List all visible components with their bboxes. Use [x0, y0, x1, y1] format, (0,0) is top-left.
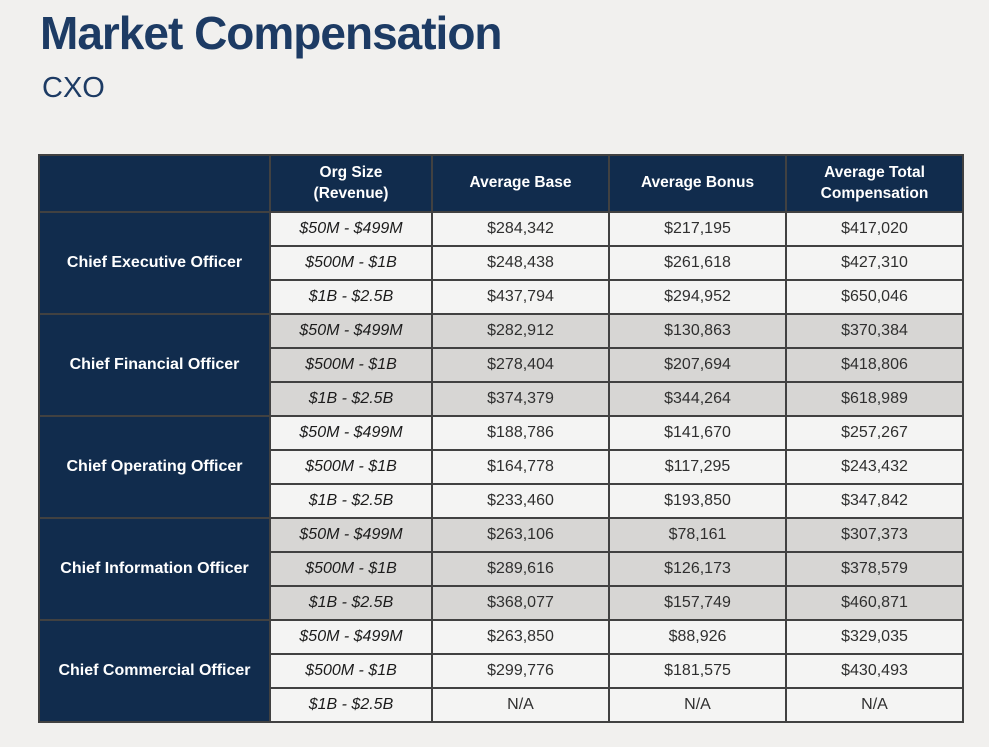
page-subtitle: CXO: [42, 72, 105, 104]
header-role-blank: [38, 154, 271, 213]
table-row: $500M - $1B $299,776 $181,575 $430,493: [39, 653, 964, 689]
avg-bonus-cell: $117,295: [608, 449, 787, 485]
org-size-cell: $500M - $1B: [269, 449, 433, 485]
table-row: $500M - $1B $278,404 $207,694 $418,806: [39, 347, 964, 383]
avg-bonus-cell: $207,694: [608, 347, 787, 383]
avg-base-cell: $263,106: [431, 517, 610, 553]
avg-bonus-cell: $126,173: [608, 551, 787, 587]
avg-total-cell: $618,989: [785, 381, 964, 417]
avg-bonus-cell: $130,863: [608, 313, 787, 349]
role-cell: Chief Financial Officer: [38, 313, 271, 417]
avg-bonus-cell: $157,749: [608, 585, 787, 621]
table-row: $1B - $2.5B $233,460 $193,850 $347,842: [39, 483, 964, 519]
role-cell: Chief Executive Officer: [38, 211, 271, 315]
table-row: $500M - $1B $164,778 $117,295 $243,432: [39, 449, 964, 485]
table-row: $1B - $2.5B N/A N/A N/A: [39, 687, 964, 723]
table-row: $1B - $2.5B $374,379 $344,264 $618,989: [39, 381, 964, 417]
org-size-cell: $500M - $1B: [269, 245, 433, 281]
avg-total-cell: $257,267: [785, 415, 964, 451]
org-size-cell: $1B - $2.5B: [269, 585, 433, 621]
avg-base-cell: $233,460: [431, 483, 610, 519]
avg-total-cell: $243,432: [785, 449, 964, 485]
table-row: Chief Executive Officer $50M - $499M $284,…: [38, 211, 964, 315]
avg-bonus-cell: $294,952: [608, 279, 787, 315]
avg-total-cell: $370,384: [785, 313, 964, 349]
role-cell: Chief Operating Officer: [38, 415, 271, 519]
header-org-size: Org Size (Revenue): [269, 154, 433, 213]
avg-total-cell: $347,842: [785, 483, 964, 519]
org-size-cell: $1B - $2.5B: [269, 687, 433, 723]
avg-base-cell: $164,778: [431, 449, 610, 485]
avg-total-cell: $418,806: [785, 347, 964, 383]
avg-total-cell: N/A: [785, 687, 964, 723]
table-row: $500M - $1B $289,616 $126,173 $378,579: [39, 551, 964, 587]
avg-bonus-cell: $344,264: [608, 381, 787, 417]
avg-base-cell: $284,342: [431, 211, 610, 247]
table-row: $500M - $1B $248,438 $261,618 $427,310: [39, 245, 964, 281]
avg-total-cell: $417,020: [785, 211, 964, 247]
org-size-cell: $1B - $2.5B: [269, 483, 433, 519]
page-title: Market Compensation: [40, 7, 503, 59]
avg-total-cell: $427,310: [785, 245, 964, 281]
table-row: Chief Operating Officer $50M - $499M $188,…: [38, 415, 964, 519]
avg-bonus-cell: $217,195: [608, 211, 787, 247]
org-size-cell: $50M - $499M: [269, 517, 433, 553]
avg-base-cell: $282,912: [431, 313, 610, 349]
avg-bonus-cell: $88,926: [608, 619, 787, 655]
table-header-row: Org Size (Revenue) Average Base Average …: [38, 154, 964, 213]
avg-base-cell: $263,850: [431, 619, 610, 655]
avg-base-cell: $368,077: [431, 585, 610, 621]
avg-total-cell: $307,373: [785, 517, 964, 553]
org-size-cell: $500M - $1B: [269, 653, 433, 689]
table-row: $1B - $2.5B $437,794 $294,952 $650,046: [39, 279, 964, 315]
avg-base-cell: $299,776: [431, 653, 610, 689]
org-size-cell: $500M - $1B: [269, 347, 433, 383]
avg-bonus-cell: $78,161: [608, 517, 787, 553]
role-cell: Chief Information Officer: [38, 517, 271, 621]
table-row: Chief Financial Officer $50M - $499M $282,…: [38, 313, 964, 417]
org-size-cell: $1B - $2.5B: [269, 279, 433, 315]
org-size-cell: $50M - $499M: [269, 619, 433, 655]
avg-base-cell: $188,786: [431, 415, 610, 451]
header-average-total-compensation: Average Total Compensation: [785, 154, 964, 213]
avg-base-cell: $374,379: [431, 381, 610, 417]
avg-total-cell: $460,871: [785, 585, 964, 621]
comp-table-body: Chief Executive Officer $50M - $499M $284,…: [38, 211, 964, 723]
avg-bonus-cell: N/A: [608, 687, 787, 723]
avg-total-cell: $650,046: [785, 279, 964, 315]
org-size-cell: $500M - $1B: [269, 551, 433, 587]
org-size-cell: $50M - $499M: [269, 313, 433, 349]
table-row: $1B - $2.5B $368,077 $157,749 $460,871: [39, 585, 964, 621]
table-row: Chief Information Officer $50M - $499M $26…: [38, 517, 964, 621]
org-size-cell: $50M - $499M: [269, 211, 433, 247]
org-size-cell: $50M - $499M: [269, 415, 433, 451]
avg-base-cell: N/A: [431, 687, 610, 723]
org-size-cell: $1B - $2.5B: [269, 381, 433, 417]
avg-bonus-cell: $181,575: [608, 653, 787, 689]
avg-base-cell: $248,438: [431, 245, 610, 281]
compensation-table: Org Size (Revenue) Average Base Average …: [38, 154, 964, 723]
table-row: Chief Commercial Officer $50M - $499M $263…: [38, 619, 964, 723]
avg-bonus-cell: $193,850: [608, 483, 787, 519]
avg-base-cell: $278,404: [431, 347, 610, 383]
avg-total-cell: $430,493: [785, 653, 964, 689]
avg-total-cell: $378,579: [785, 551, 964, 587]
avg-bonus-cell: $261,618: [608, 245, 787, 281]
header-average-bonus: Average Bonus: [608, 154, 787, 213]
avg-base-cell: $289,616: [431, 551, 610, 587]
avg-total-cell: $329,035: [785, 619, 964, 655]
role-cell: Chief Commercial Officer: [38, 619, 271, 723]
avg-base-cell: $437,794: [431, 279, 610, 315]
avg-bonus-cell: $141,670: [608, 415, 787, 451]
header-average-base: Average Base: [431, 154, 610, 213]
